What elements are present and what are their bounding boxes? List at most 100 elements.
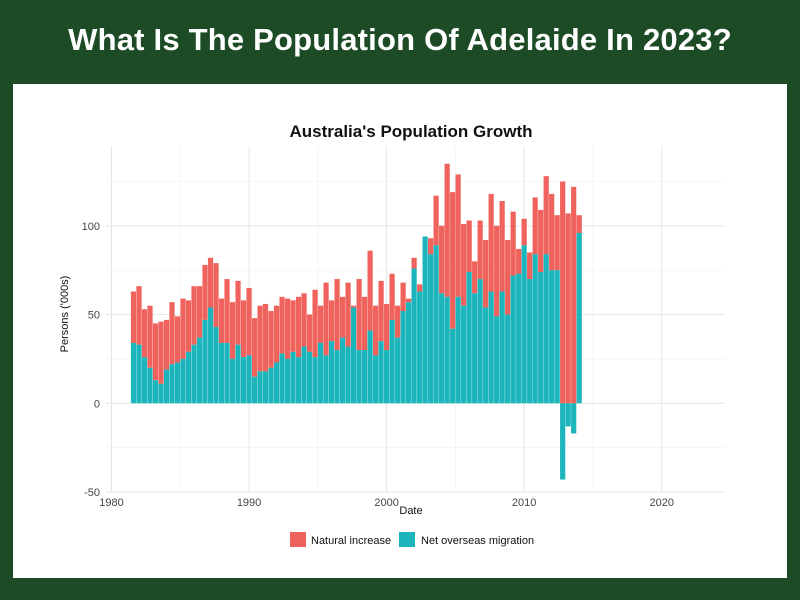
bar-natural-increase [323, 282, 329, 356]
bar-net-overseas-migration [257, 371, 263, 404]
bar-natural-increase [494, 225, 500, 317]
bar-natural-increase [362, 296, 368, 351]
bar-net-overseas-migration [340, 337, 346, 404]
bar-net-overseas-migration [235, 344, 241, 404]
y-tick-label: 0 [94, 398, 100, 410]
bar-net-overseas-migration [527, 279, 533, 404]
bar-natural-increase [428, 238, 434, 255]
bar-net-overseas-migration [538, 271, 544, 404]
bar-natural-increase [527, 252, 533, 280]
bar-natural-increase [521, 218, 527, 246]
bar-net-overseas-migration [147, 367, 153, 404]
bar-natural-increase [328, 300, 335, 342]
x-tick-label: 2010 [512, 497, 536, 509]
bar-natural-increase [576, 215, 582, 233]
bar-natural-increase [224, 279, 230, 343]
bar-net-overseas-migration [180, 358, 186, 404]
bar-natural-increase [411, 257, 417, 269]
bar-net-overseas-migration [246, 355, 252, 404]
bar-natural-increase [510, 211, 516, 276]
population-growth-chart: -50 0 50 100 1980 1990 2000 2010 2020 Australia'… [59, 122, 725, 547]
bar-net-overseas-migration [395, 337, 401, 404]
bar-natural-increase [444, 163, 450, 297]
bar-net-overseas-migration [301, 346, 307, 404]
bar-net-overseas-migration [455, 296, 461, 404]
bar-natural-increase [384, 303, 390, 351]
bar-natural-increase [406, 298, 412, 303]
bar-natural-increase [251, 318, 258, 377]
bar-net-overseas-migration [312, 357, 318, 404]
bar-natural-increase [317, 305, 324, 343]
bar-net-overseas-migration [483, 307, 489, 404]
bar-net-overseas-migration [328, 341, 335, 404]
bar-natural-increase [136, 286, 142, 345]
chart-panel: -50 0 50 100 1980 1990 2000 2010 2020 Australia'… [13, 84, 787, 578]
bar-net-overseas-migration [268, 367, 274, 404]
bar-natural-increase [356, 279, 362, 351]
y-axis-label: Persons ('000s) [59, 276, 71, 353]
y-tick-label: 100 [82, 221, 100, 233]
bars [130, 163, 582, 480]
y-tick-label: -50 [84, 487, 100, 499]
legend-label-net-overseas-migration: Net overseas migration [421, 535, 534, 547]
bar-net-overseas-migration [356, 350, 362, 404]
bar-net-overseas-migration [439, 293, 445, 404]
bar-net-overseas-migration [290, 351, 296, 404]
bar-natural-increase [147, 305, 153, 368]
bar-net-overseas-migration [130, 342, 137, 404]
bar-net-overseas-migration [450, 328, 456, 404]
bar-net-overseas-migration [323, 355, 329, 404]
bar-natural-increase [158, 321, 164, 384]
bar-net-overseas-migration [433, 245, 439, 404]
bar-natural-increase [185, 300, 192, 352]
bar-net-overseas-migration [185, 351, 192, 404]
bar-net-overseas-migration [202, 319, 208, 404]
bar-natural-increase [180, 298, 186, 359]
bar-net-overseas-migration [262, 371, 269, 404]
bar-natural-increase [235, 280, 241, 345]
bar-natural-increase [560, 181, 566, 404]
bar-net-overseas-migration [141, 357, 148, 404]
bar-net-overseas-migration [378, 341, 384, 404]
bar-net-overseas-migration [543, 254, 549, 404]
bar-net-overseas-migration [152, 380, 159, 404]
x-tick-label: 2000 [374, 497, 398, 509]
legend-swatch-natural-increase [290, 532, 306, 547]
bar-natural-increase [389, 273, 395, 320]
bar-net-overseas-migration [284, 358, 291, 404]
x-tick-label: 2020 [649, 497, 673, 509]
bar-natural-increase [477, 220, 483, 280]
bar-net-overseas-migration [306, 351, 313, 404]
bar-natural-increase [246, 287, 252, 356]
bar-natural-increase [306, 314, 313, 352]
bar-net-overseas-migration [417, 291, 423, 404]
bar-natural-increase [213, 263, 219, 327]
bar-natural-increase [488, 193, 494, 292]
legend: Natural increase Net overseas migration [290, 532, 534, 547]
bar-natural-increase [450, 192, 456, 329]
bar-net-overseas-migration [466, 271, 472, 404]
bar-natural-increase [351, 305, 357, 308]
chart-title: Australia's Population Growth [289, 122, 532, 141]
bar-net-overseas-migration [351, 307, 357, 404]
bar-natural-increase [571, 186, 577, 404]
bar-net-overseas-migration [571, 403, 577, 434]
bar-net-overseas-migration [428, 254, 434, 404]
bar-net-overseas-migration [554, 270, 560, 404]
bar-net-overseas-migration [273, 362, 280, 404]
bar-natural-increase [312, 289, 318, 358]
y-tick-label: 50 [88, 310, 100, 322]
bar-natural-increase [345, 282, 351, 347]
bar-net-overseas-migration [207, 307, 214, 404]
bar-net-overseas-migration [499, 291, 505, 404]
x-tick-label: 1990 [237, 497, 261, 509]
bar-natural-increase [295, 296, 302, 358]
bar-natural-increase [152, 323, 159, 381]
bar-natural-increase [505, 240, 511, 315]
bar-net-overseas-migration [549, 270, 555, 404]
bar-natural-increase [240, 300, 247, 358]
bar-net-overseas-migration [505, 314, 511, 404]
bar-natural-increase [554, 215, 560, 271]
bar-net-overseas-migration [422, 236, 428, 404]
bar-natural-increase [290, 300, 296, 352]
